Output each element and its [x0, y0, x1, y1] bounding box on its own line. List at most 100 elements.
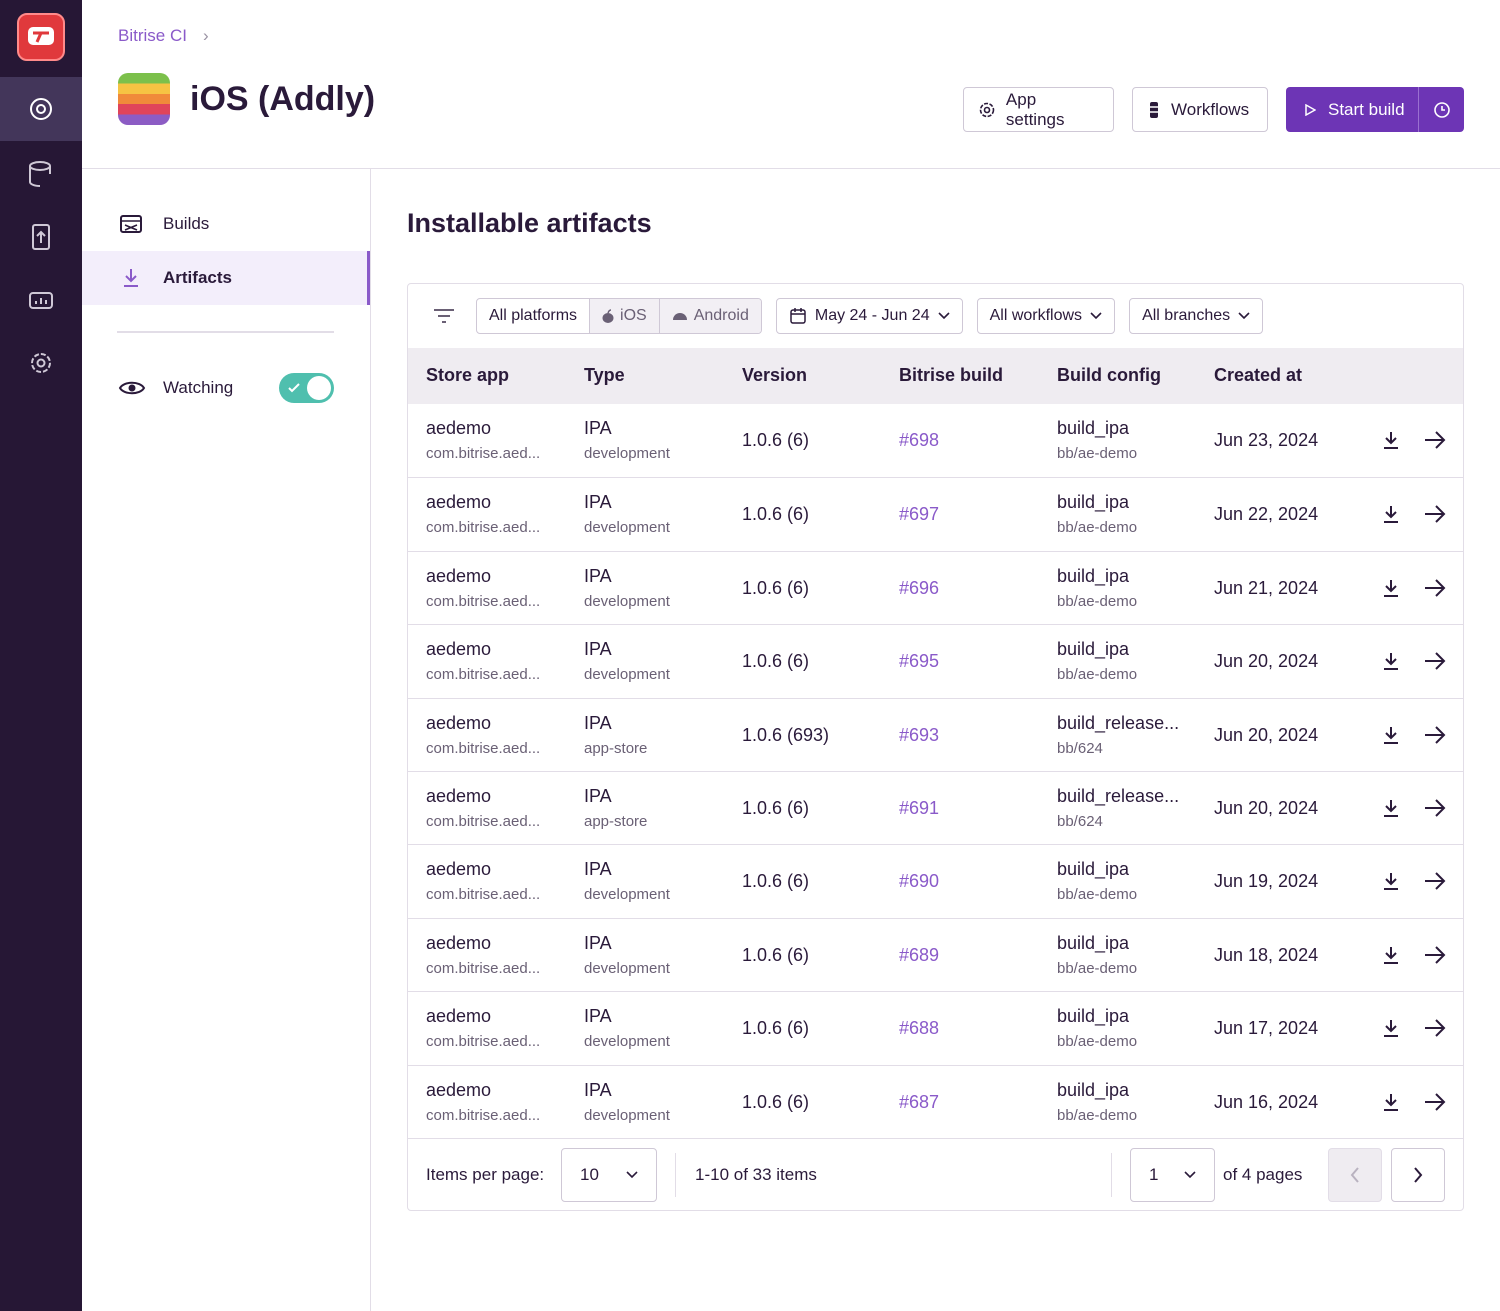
page-select[interactable]: 1 [1130, 1148, 1215, 1202]
download-button[interactable] [1381, 945, 1401, 965]
build-link[interactable]: #696 [899, 577, 940, 598]
nav-settings[interactable] [0, 333, 82, 397]
version: 1.0.6 (6) [742, 651, 810, 672]
type-secondary: development [584, 1033, 670, 1051]
type-primary: IPA [584, 639, 612, 660]
build-link[interactable]: #693 [899, 724, 940, 745]
version: 1.0.6 (693) [742, 724, 830, 745]
nav-builds[interactable]: Builds [82, 197, 370, 251]
button-label: App settings [1005, 89, 1065, 129]
download-button[interactable] [1381, 1092, 1401, 1112]
created-at: Jun 19, 2024 [1214, 871, 1319, 892]
section-title: Installable artifacts [407, 208, 652, 238]
schedule-button[interactable] [1419, 87, 1464, 132]
platform-all[interactable]: All platforms [489, 307, 578, 324]
build-link[interactable]: #691 [899, 798, 940, 818]
column-header: Type [584, 365, 625, 385]
item-range: 1-10 of 33 items [695, 1165, 817, 1184]
created-at: Jun 16, 2024 [1214, 1091, 1319, 1112]
filter-bar: All platforms iOS Android May 24 - Jun 2… [408, 284, 1463, 348]
open-button[interactable] [1424, 798, 1446, 818]
watching-toggle[interactable] [279, 373, 334, 403]
type-secondary: development [584, 666, 670, 684]
breadcrumb-link[interactable]: Bitrise CI [118, 26, 187, 45]
open-button[interactable] [1424, 430, 1446, 450]
chip-label: Android [693, 307, 749, 324]
table-row[interactable]: aedemo com.bitrise.aed... IPA development 1.… [408, 624, 1463, 697]
build-link[interactable]: #698 [899, 430, 940, 450]
select-value: 1 [1149, 1165, 1159, 1184]
date-filter[interactable]: May 24 - Jun 24 [775, 298, 963, 334]
secondary-nav: Builds Artifacts Watching [82, 169, 371, 1311]
version: 1.0.6 (6) [742, 1091, 810, 1112]
start-build-button[interactable]: Start build [1286, 87, 1419, 132]
app-title: iOS (Addly) [190, 80, 376, 118]
table-row[interactable]: aedemo com.bitrise.aed... IPA development 1.… [408, 991, 1463, 1064]
table-row[interactable]: aedemo com.bitrise.aed... IPA development 1.… [408, 550, 1463, 624]
open-button[interactable] [1424, 1092, 1446, 1112]
branch-filter[interactable]: All branches [1129, 298, 1264, 334]
build-link[interactable]: #688 [899, 1018, 940, 1039]
table-row[interactable]: aedemo com.bitrise.aed... IPA development 1.… [408, 1064, 1463, 1138]
download-button[interactable] [1381, 504, 1401, 524]
nav-apps[interactable] [0, 77, 82, 141]
build-link[interactable]: #690 [899, 871, 940, 892]
nav-artifacts[interactable]: Artifacts [82, 251, 370, 305]
table-row[interactable]: aedemo com.bitrise.aed... IPA development 1.… [408, 404, 1463, 477]
download-button[interactable] [1381, 725, 1401, 745]
platform-ios[interactable]: iOS [589, 299, 659, 333]
nav-label: Artifacts [163, 268, 232, 287]
download-button[interactable] [1381, 798, 1401, 818]
type-secondary: app-store [584, 813, 648, 830]
download-button[interactable] [1381, 578, 1401, 598]
build-config-primary: build_ipa [1057, 1006, 1130, 1027]
nav-cache[interactable] [0, 141, 82, 205]
created-at: Jun 18, 2024 [1214, 944, 1319, 965]
version: 1.0.6 (6) [742, 798, 810, 818]
version: 1.0.6 (6) [742, 504, 810, 525]
platform-android[interactable]: Android [658, 299, 761, 333]
table-row[interactable]: aedemo com.bitrise.aed... IPA app-store 1.0.… [408, 771, 1463, 844]
table-row[interactable]: aedemo com.bitrise.aed... IPA development 1.… [408, 917, 1463, 991]
table-row[interactable]: aedemo com.bitrise.aed... IPA app-store 1.0.… [408, 697, 1463, 771]
type-primary: IPA [584, 1079, 612, 1100]
created-at: Jun 17, 2024 [1214, 1018, 1319, 1039]
build-link[interactable]: #697 [899, 504, 940, 525]
build-link[interactable]: #687 [899, 1091, 940, 1112]
next-page[interactable] [1391, 1148, 1445, 1202]
download-button[interactable] [1381, 1018, 1401, 1038]
version: 1.0.6 (6) [742, 430, 810, 450]
build-link[interactable]: #695 [899, 651, 940, 672]
build-config-secondary: bb/ae-demo [1057, 666, 1138, 684]
table-row[interactable]: aedemo com.bitrise.aed... IPA development 1.… [408, 477, 1463, 550]
prev-page[interactable] [1328, 1148, 1382, 1202]
open-button[interactable] [1424, 945, 1446, 965]
open-button[interactable] [1424, 578, 1446, 598]
open-button[interactable] [1424, 651, 1446, 671]
version: 1.0.6 (6) [742, 944, 810, 965]
nav-insights[interactable] [0, 269, 82, 333]
button-label: Workflows [1171, 99, 1250, 119]
download-button[interactable] [1381, 871, 1401, 891]
build-config-primary: build_ipa [1057, 932, 1130, 953]
open-button[interactable] [1424, 1018, 1446, 1038]
workflow-filter[interactable]: All workflows [976, 298, 1116, 334]
table-row[interactable]: aedemo com.bitrise.aed... IPA development 1.… [408, 844, 1463, 917]
store-app-primary: aedemo [426, 932, 492, 953]
build-config-primary: build_ipa [1057, 418, 1130, 438]
open-button[interactable] [1424, 504, 1446, 524]
download-button[interactable] [1381, 651, 1401, 671]
nav-releases[interactable] [0, 205, 82, 269]
build-link[interactable]: #689 [899, 944, 940, 965]
items-per-page-label: Items per page: [426, 1165, 545, 1184]
download-button[interactable] [1381, 430, 1401, 450]
workflows-button[interactable]: Workflows [1132, 87, 1268, 132]
items-per-page-select[interactable]: 10 [561, 1148, 657, 1202]
logo[interactable] [17, 13, 65, 61]
filter-icon[interactable] [433, 308, 455, 324]
open-button[interactable] [1424, 725, 1446, 745]
app-settings-button[interactable]: App settings [963, 87, 1114, 132]
created-at: Jun 20, 2024 [1214, 798, 1319, 818]
open-button[interactable] [1424, 871, 1446, 891]
